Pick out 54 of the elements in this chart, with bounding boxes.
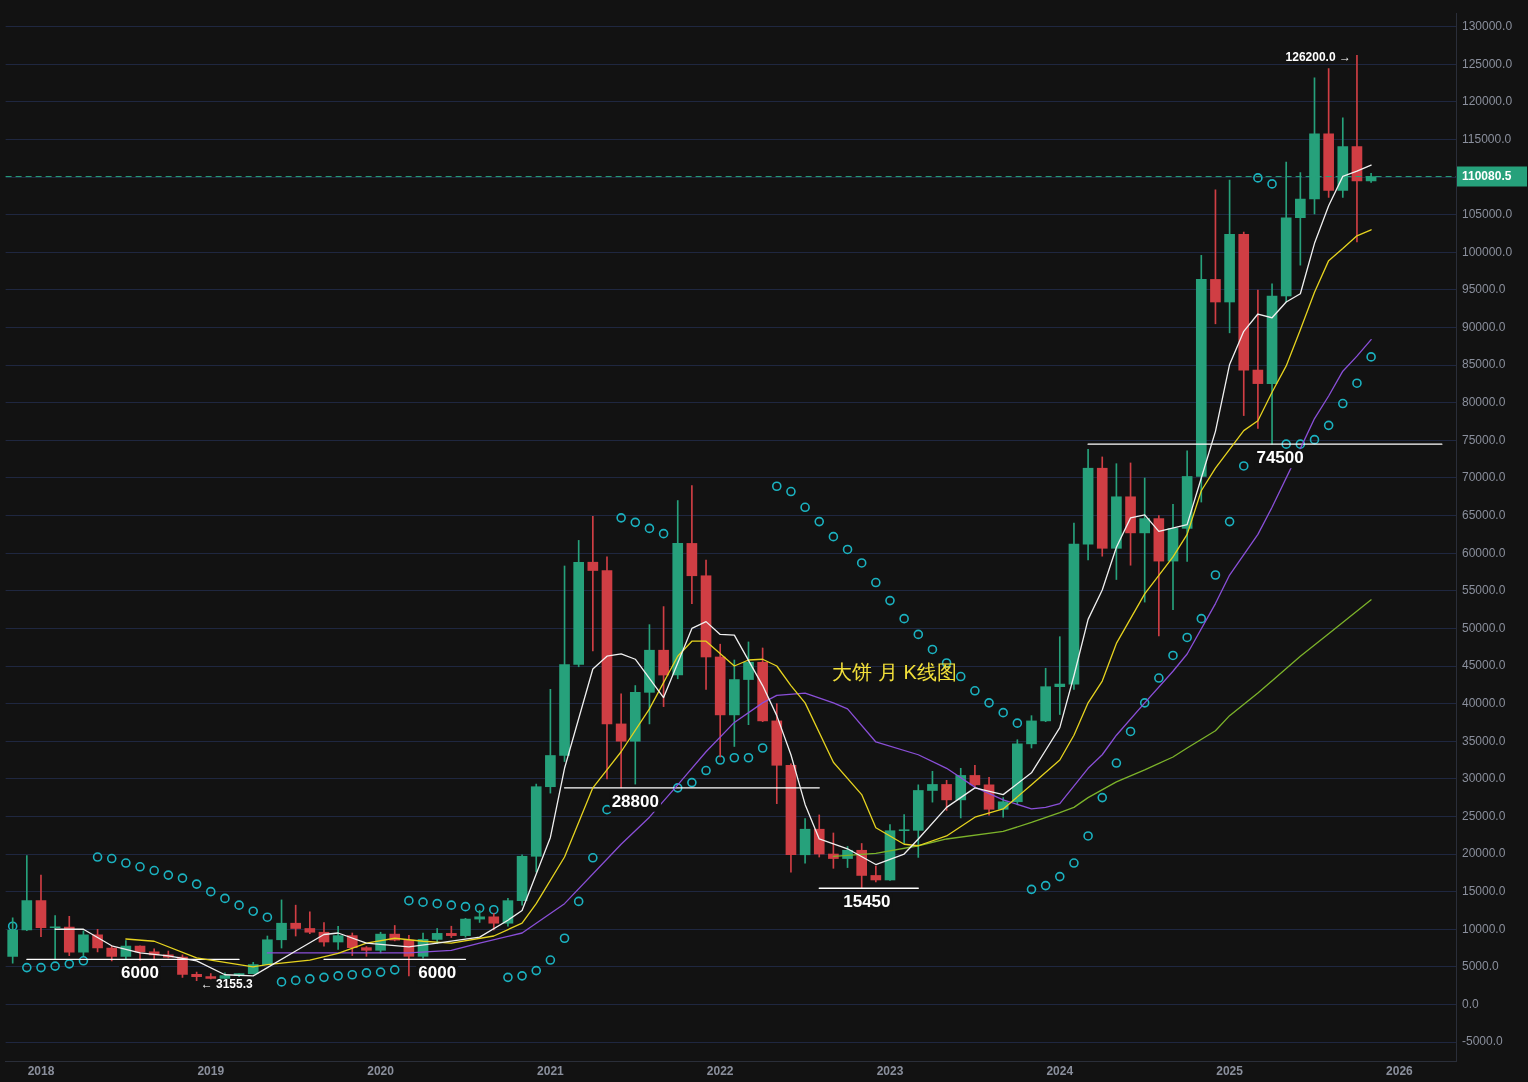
text: 大饼 月 K线图 (832, 661, 957, 684)
y-tick-label: -5000.0 (1462, 1034, 1504, 1049)
y-tick-label: 95000.0 (1462, 282, 1506, 297)
candlestick (1139, 477, 1151, 603)
y-tick-label: 115000.0 (1462, 131, 1512, 146)
y-tick-label: 50000.0 (1462, 620, 1506, 635)
y-tick-label: 130000.0 (1462, 19, 1513, 34)
y-tick-label: 125000.0 (1462, 56, 1513, 71)
y-tick-label: 65000.0 (1462, 507, 1506, 522)
candlestick (290, 904, 302, 937)
candlestick (49, 915, 61, 960)
x-tick-label: 2023 (876, 1064, 904, 1079)
candlestick (898, 814, 910, 844)
y-tick-label: 80000.0 (1462, 395, 1506, 410)
candlestick (304, 911, 316, 935)
y-tick-label: 30000.0 (1462, 771, 1506, 786)
x-tick-label: 2021 (537, 1064, 565, 1079)
x-tick-label: 2024 (1046, 1064, 1074, 1079)
y-tick-label: 45000.0 (1462, 658, 1506, 673)
candlestick (587, 516, 599, 652)
annotation: 28800 (611, 791, 659, 811)
y-tick-label: 55000.0 (1462, 583, 1506, 598)
y-tick-label: 5000.0 (1462, 959, 1500, 974)
y-tick-label: 40000.0 (1462, 695, 1506, 710)
ref-line-label: 110080.5 (1462, 168, 1512, 183)
annotation: 126200.0 → (1285, 49, 1351, 64)
y-tick-label: 105000.0 (1462, 207, 1513, 222)
y-tick-label: 70000.0 (1462, 470, 1506, 485)
annotation: 6000 (418, 963, 457, 982)
y-tick-label: 75000.0 (1462, 432, 1506, 447)
y-tick-label: 60000.0 (1462, 545, 1506, 560)
y-tick-label: 90000.0 (1462, 319, 1506, 334)
x-tick-label: 2022 (706, 1064, 734, 1079)
x-tick-label: 2020 (367, 1064, 395, 1079)
y-tick-label: 10000.0 (1462, 921, 1506, 936)
annotation: 74500 (1256, 447, 1304, 467)
y-tick-label: 15000.0 (1462, 883, 1506, 898)
y-tick-label: 25000.0 (1462, 808, 1506, 823)
candlestick (615, 693, 627, 789)
candlestick (1252, 289, 1264, 429)
x-tick-label: 2025 (1216, 1064, 1244, 1079)
y-tick-label: 85000.0 (1462, 357, 1506, 372)
y-tick-label: 100000.0 (1462, 244, 1513, 259)
x-tick-label: 2019 (197, 1064, 225, 1079)
y-tick-label: 120000.0 (1462, 94, 1513, 109)
x-tick-label: 2018 (27, 1064, 55, 1079)
y-tick-label: 0.0 (1462, 996, 1480, 1011)
candlestick (1054, 636, 1066, 715)
y-tick-label: 20000.0 (1462, 846, 1506, 861)
annotation: 6000 (121, 963, 159, 982)
y-tick-label: 35000.0 (1462, 733, 1506, 748)
annotation: ← 3155.3 (200, 977, 253, 992)
annotation: 15450 (843, 891, 891, 911)
x-tick-label: 2026 (1386, 1064, 1414, 1079)
